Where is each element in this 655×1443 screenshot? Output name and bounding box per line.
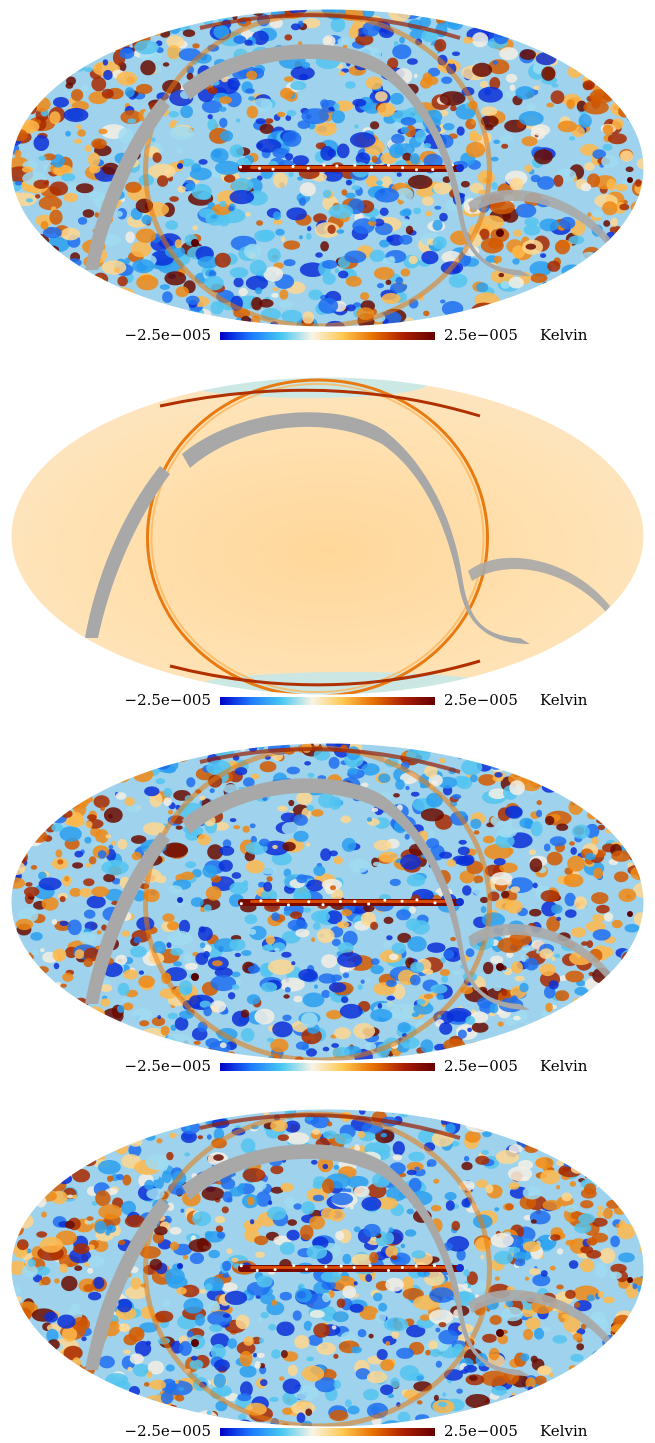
- sky-map-panel-4: −2.5e−005 2.5e−005 Kelvin: [0, 1100, 655, 1443]
- colorbar-unit-label: Kelvin: [540, 1057, 588, 1075]
- colorbar-1: −2.5e−005 2.5e−005 Kelvin: [0, 325, 655, 345]
- colorbar-3: −2.5e−005 2.5e−005 Kelvin: [0, 1056, 655, 1076]
- colorbar-gradient: [220, 1428, 435, 1436]
- colorbar-gradient: [220, 332, 435, 340]
- mollweide-map-1: [10, 8, 645, 328]
- colorbar-2: −2.5e−005 2.5e−005 Kelvin: [0, 690, 655, 710]
- colorbar-unit-label: Kelvin: [540, 326, 588, 344]
- mollweide-map-3: [10, 742, 645, 1062]
- colorbar-unit-label: Kelvin: [540, 691, 588, 709]
- colorbar-min-label: −2.5e−005: [124, 1057, 212, 1075]
- colorbar-max-label: 2.5e−005: [444, 1422, 518, 1440]
- colorbar-unit-label: Kelvin: [540, 1422, 588, 1440]
- sky-map-panel-3: −2.5e−005 2.5e−005 Kelvin: [0, 734, 655, 1099]
- colorbar-max-label: 2.5e−005: [444, 326, 518, 344]
- sky-map-panel-2: −2.5e−005 2.5e−005 Kelvin: [0, 368, 655, 733]
- colorbar-gradient: [220, 1063, 435, 1071]
- colorbar-min-label: −2.5e−005: [124, 691, 212, 709]
- colorbar-min-label: −2.5e−005: [124, 326, 212, 344]
- colorbar-max-label: 2.5e−005: [444, 691, 518, 709]
- colorbar-4: −2.5e−005 2.5e−005 Kelvin: [0, 1421, 655, 1441]
- colorbar-min-label: −2.5e−005: [124, 1422, 212, 1440]
- colorbar-gradient: [220, 697, 435, 705]
- sky-map-panel-1: −2.5e−005 2.5e−005 Kelvin: [0, 0, 655, 365]
- colorbar-max-label: 2.5e−005: [444, 1057, 518, 1075]
- mollweide-map-4: [10, 1108, 645, 1428]
- mollweide-map-2: [10, 376, 645, 696]
